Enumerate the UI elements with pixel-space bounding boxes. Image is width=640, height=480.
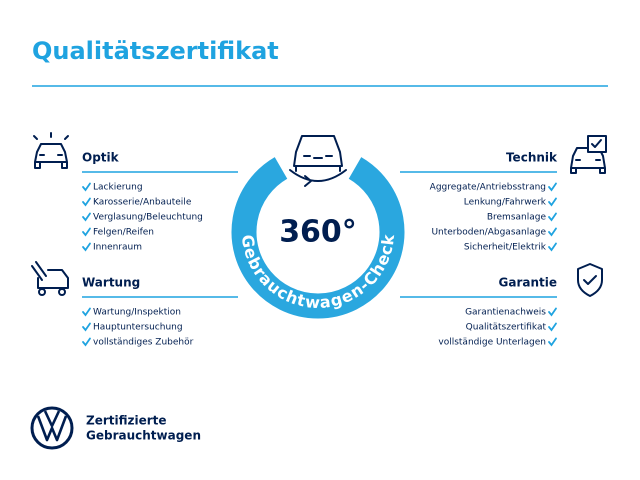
title: Qualitätszertifikat [32,37,279,65]
wartung-icon [31,261,69,296]
check-icon [82,242,91,252]
check-item: Hauptuntersuchung [93,323,183,333]
check-icon [548,322,557,332]
check-item: vollständiges Zubehör [93,338,194,348]
check-icon [548,212,557,222]
section-heading: Technik [506,151,558,165]
check-icon [82,307,91,317]
check-item: Karosserie/Anbauteile [93,198,192,208]
section-heading: Wartung [82,276,140,290]
check-item: Lackierung [93,183,143,193]
center-label: 360° [279,215,357,250]
ring [231,157,405,319]
check-item: Unterboden/Abgasanlage [431,228,546,238]
garantie-icon [577,263,603,297]
check-icon [82,182,91,192]
check-icon [82,227,91,237]
check-icon [548,337,557,347]
check-item: Wartung/Inspektion [93,308,181,318]
check-icon [548,242,557,252]
check-icon [548,197,557,207]
check-item: vollständige Unterlagen [438,338,546,348]
check-item: Lenkung/Fahrwerk [464,198,547,208]
check-icon [82,197,91,207]
check-item: Qualitätszertifikat [466,323,547,333]
section-heading: Optik [82,151,120,165]
car-360-icon [289,135,347,187]
optik-icon [33,132,69,169]
check-icon [548,182,557,192]
check-item: Garantienachweis [465,308,546,318]
check-icon [82,212,91,222]
check-item: Verglasung/Beleuchtung [93,213,203,223]
check-item: Felgen/Reifen [93,228,154,238]
check-icon [548,227,557,237]
check-item: Bremsanlage [487,213,547,223]
check-icon [82,322,91,332]
footer-line2: Gebrauchtwagen [86,429,201,443]
check-item: Aggregate/Antriebsstrang [430,183,546,193]
technik-icon [570,135,607,174]
check-icon [82,337,91,347]
section-heading: Garantie [499,276,558,290]
vw-logo [30,406,74,450]
check-item: Innenraum [93,243,142,253]
check-item: Sicherheit/Elektrik [464,243,547,253]
footer-line1: Zertifizierte [86,414,167,428]
check-icon [548,307,557,317]
